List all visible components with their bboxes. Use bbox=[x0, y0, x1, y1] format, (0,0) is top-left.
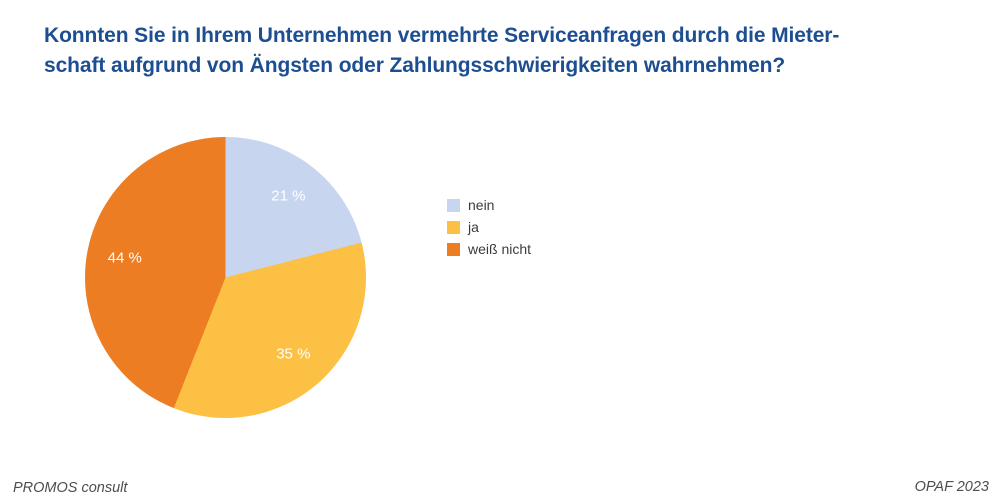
pie-slice-label-nein: 21 % bbox=[271, 187, 306, 205]
chart-question-title: Konnten Sie in Ihrem Unternehmen vermehr… bbox=[44, 21, 839, 81]
chart-question-title-line-2: schaft aufgrund von Ängsten oder Zahlung… bbox=[44, 54, 786, 77]
pie-slice-label-weiß-nicht: 44 % bbox=[107, 249, 142, 267]
legend-item-nein: nein bbox=[447, 194, 531, 216]
legend: nein ja weiß nicht bbox=[447, 194, 531, 260]
legend-swatch-icon bbox=[447, 220, 460, 234]
legend-item-weiß-nicht: weiß nicht bbox=[447, 238, 531, 260]
legend-item-ja: ja bbox=[447, 216, 531, 238]
footer-source-label: PROMOS consult bbox=[13, 480, 128, 496]
legend-item-label: ja bbox=[468, 219, 479, 235]
pie-chart: 21 % 35 % 44 % bbox=[85, 137, 366, 418]
legend-item-label: weiß nicht bbox=[468, 241, 532, 257]
footer-report-label: OPAF 2023 bbox=[914, 479, 989, 495]
legend-swatch-icon bbox=[447, 198, 460, 212]
legend-swatch-icon bbox=[447, 242, 460, 256]
pie-slice-label-ja: 35 % bbox=[276, 345, 311, 363]
legend-item-label: nein bbox=[468, 197, 495, 213]
chart-question-title-line-1: Konnten Sie in Ihrem Unternehmen vermehr… bbox=[44, 24, 840, 47]
